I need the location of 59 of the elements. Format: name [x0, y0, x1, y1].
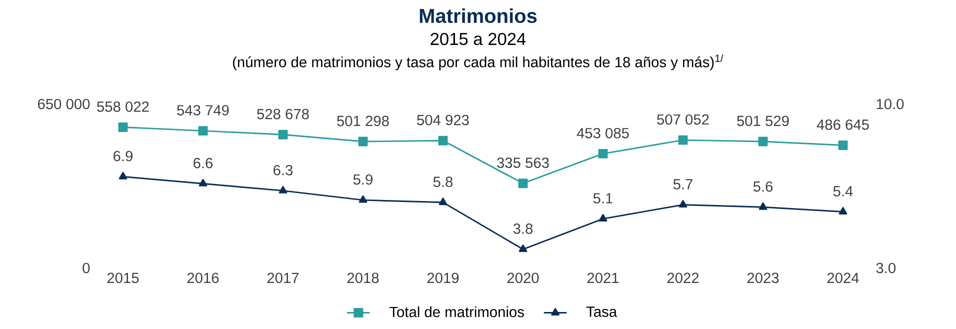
data-label: 5.7 [673, 179, 692, 190]
point [198, 178, 208, 186]
data-label: 6.9 [114, 150, 133, 162]
x-tick-label: 2020 [507, 272, 539, 284]
point [758, 202, 768, 210]
data-label: 5.4 [833, 186, 853, 196]
data-label: 5.1 [593, 193, 612, 204]
point [118, 122, 128, 132]
text: (número de matrimonios y tasa por cada mil habitantes de 18 años y más)$^{1/}$ [232, 54, 724, 70]
point [598, 214, 608, 222]
y2-tick-label: 3.0 [876, 262, 896, 274]
data-label: 501 298 [337, 116, 389, 126]
point [438, 136, 448, 146]
data-label: 558 022 [97, 101, 149, 112]
data-label: 5.6 [753, 181, 773, 192]
data-label: 507 052 [657, 114, 709, 125]
point [118, 172, 128, 180]
chart-subtitle: 2015 a 2024 [430, 32, 526, 46]
x-tick-label: 2018 [347, 272, 379, 284]
x-tick-label: 2021 [587, 272, 619, 284]
point [758, 136, 768, 146]
point [518, 244, 528, 252]
data-label: 5.8 [433, 176, 453, 188]
point [198, 126, 208, 136]
legend-label: Tasa [586, 306, 618, 317]
data-label: 6.3 [274, 164, 293, 176]
data-label: 504 923 [417, 114, 469, 126]
point [838, 140, 848, 150]
data-label: 453 085 [576, 128, 629, 138]
y2-tick-label: 10.0 [876, 98, 904, 110]
point [358, 136, 368, 146]
point [358, 195, 368, 203]
data-label: 3.8 [513, 224, 533, 234]
data-label: 543 749 [177, 105, 229, 116]
data-label: 486 645 [816, 119, 869, 130]
data-label: 5.9 [353, 174, 373, 185]
x-tick-label: 2024 [827, 272, 859, 284]
y-tick-label: 650 000 [38, 98, 90, 110]
data-label: 335 563 [497, 158, 549, 168]
x-tick-label: 2023 [747, 272, 779, 284]
x-tick-label: 2019 [427, 272, 459, 284]
point [598, 148, 608, 158]
point [838, 207, 848, 215]
x-tick-label: 2015 [107, 272, 139, 284]
point [278, 130, 288, 140]
point [518, 178, 528, 188]
data-label: 6.6 [194, 158, 213, 168]
data-label: 528 678 [257, 108, 309, 120]
data-label: 501 529 [737, 116, 789, 126]
point [678, 135, 688, 145]
x-tick-label: 2017 [267, 272, 299, 284]
legend-label: Total de matrimonios [390, 306, 524, 318]
chart-title: Matrimonios [420, 8, 537, 23]
point [278, 186, 288, 194]
y-tick-label: 0 [82, 262, 90, 274]
x-tick-label: 2022 [667, 272, 699, 284]
x-tick-label: 2016 [187, 272, 219, 284]
point [438, 198, 448, 206]
point [678, 200, 688, 208]
